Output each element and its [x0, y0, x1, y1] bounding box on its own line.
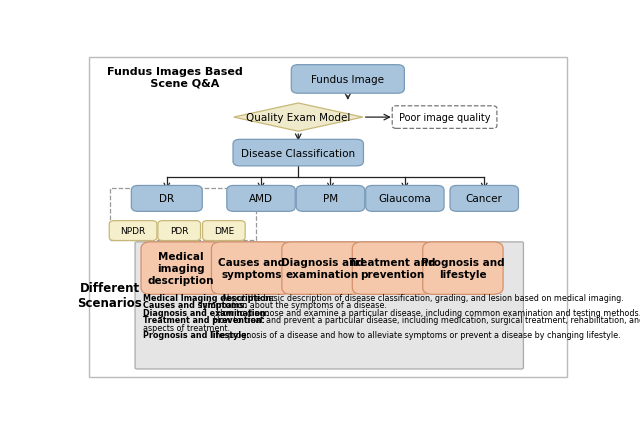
Text: aspects of treatment.: aspects of treatment.: [143, 323, 230, 332]
FancyBboxPatch shape: [141, 243, 221, 295]
Text: Treatment and
prevention: Treatment and prevention: [349, 258, 436, 279]
FancyBboxPatch shape: [423, 243, 503, 295]
Text: DME: DME: [214, 227, 234, 236]
Text: Quality Exam Model: Quality Exam Model: [246, 113, 351, 123]
Text: DR: DR: [159, 194, 174, 204]
Text: Fundus Images Based
     Scene Q&A: Fundus Images Based Scene Q&A: [108, 67, 243, 88]
FancyBboxPatch shape: [296, 186, 365, 212]
FancyBboxPatch shape: [365, 186, 444, 212]
Text: Diagnosis and examination:: Diagnosis and examination:: [143, 308, 269, 317]
Text: NPDR: NPDR: [120, 227, 146, 236]
FancyBboxPatch shape: [392, 107, 497, 129]
FancyBboxPatch shape: [135, 243, 524, 369]
FancyBboxPatch shape: [202, 221, 245, 241]
Text: Prognosis and
lifestyle: Prognosis and lifestyle: [421, 258, 505, 279]
Text: Poor image quality: Poor image quality: [399, 113, 490, 123]
FancyBboxPatch shape: [158, 221, 200, 241]
FancyBboxPatch shape: [282, 243, 362, 295]
FancyBboxPatch shape: [352, 243, 433, 295]
FancyBboxPatch shape: [233, 140, 364, 166]
Text: Diagnosis and
examination: Diagnosis and examination: [280, 258, 364, 279]
Text: Medical
imaging
description: Medical imaging description: [148, 252, 214, 285]
FancyBboxPatch shape: [450, 186, 518, 212]
FancyBboxPatch shape: [291, 65, 404, 94]
Text: Glaucoma: Glaucoma: [378, 194, 431, 204]
Text: Medical Imaging description:: Medical Imaging description:: [143, 293, 275, 302]
FancyBboxPatch shape: [131, 186, 202, 212]
Text: PM: PM: [323, 194, 338, 204]
Text: PDR: PDR: [170, 227, 188, 236]
FancyBboxPatch shape: [211, 243, 292, 295]
FancyBboxPatch shape: [109, 221, 157, 241]
Text: Treatment and prevention:: Treatment and prevention:: [143, 316, 266, 325]
Text: Cancer: Cancer: [466, 194, 502, 204]
Text: AMD: AMD: [249, 194, 273, 204]
Text: Prognosis and lifestyle:: Prognosis and lifestyle:: [143, 330, 250, 339]
Text: The prognosis of a disease and how to alleviate symptoms or prevent a disease by: The prognosis of a disease and how to al…: [209, 330, 621, 339]
Text: Causes and
symptoms: Causes and symptoms: [218, 258, 285, 279]
FancyBboxPatch shape: [227, 186, 295, 212]
Text: Causes and symptoms:: Causes and symptoms:: [143, 301, 248, 310]
Text: How to diagnose and examine a particular disease, including common examination a: How to diagnose and examine a particular…: [214, 308, 640, 317]
Text: Different
Scenarios: Different Scenarios: [77, 281, 142, 309]
Text: About the basic description of disease classification, grading, and lesion based: About the basic description of disease c…: [220, 293, 624, 302]
Text: Information about the symptoms of a disease.: Information about the symptoms of a dise…: [198, 301, 387, 310]
FancyBboxPatch shape: [89, 58, 567, 377]
Text: Fundus Image: Fundus Image: [311, 75, 385, 85]
Polygon shape: [234, 104, 363, 132]
Text: Disease Classification: Disease Classification: [241, 148, 355, 158]
Text: How to treat and prevent a particular disease, including medication, surgical tr: How to treat and prevent a particular di…: [211, 316, 640, 325]
